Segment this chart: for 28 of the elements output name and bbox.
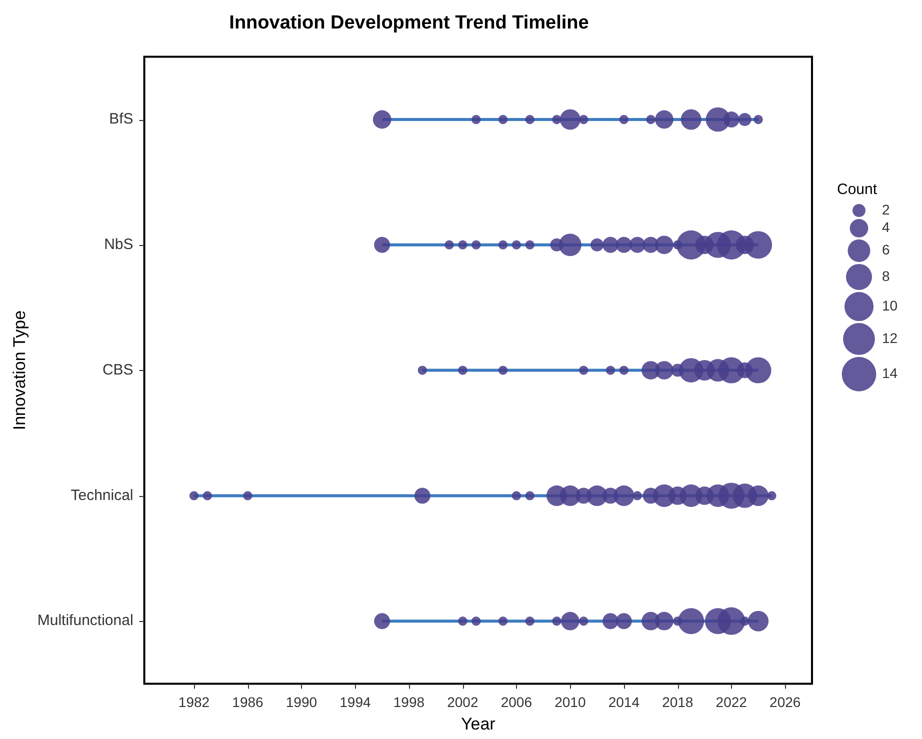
legend-label: 8 <box>882 268 890 284</box>
x-tick-label: 1982 <box>178 694 210 710</box>
x-tick-label: 2002 <box>447 694 478 710</box>
x-tick-label: 2022 <box>716 694 748 710</box>
legend-label: 6 <box>882 242 890 258</box>
legend-label: 12 <box>882 330 898 346</box>
x-tick-label: 2014 <box>608 694 640 710</box>
x-tick-label: 1994 <box>340 694 371 710</box>
y-tick-label: CBS <box>102 361 134 378</box>
y-tick-label: BfS <box>109 110 134 128</box>
y-tick-label: Multifunctional <box>37 612 134 630</box>
y-axis-title: Innovation Type <box>10 310 29 430</box>
x-tick-label: 2010 <box>554 694 586 710</box>
x-tick-label: 1990 <box>286 694 318 710</box>
x-tick-label: 2026 <box>770 694 801 710</box>
legend-label: 14 <box>882 365 898 381</box>
y-tick-label: Technical <box>70 486 134 504</box>
legend-label: 10 <box>882 297 898 314</box>
legend-label: 2 <box>882 201 890 218</box>
chart-title: Innovation Development Trend Timeline <box>229 12 589 34</box>
x-axis-title: Year <box>460 714 496 734</box>
legend-title: Count <box>837 181 878 198</box>
x-tick-label: 2018 <box>662 694 694 710</box>
y-tick-label: NbS <box>104 236 134 254</box>
x-tick-label: 1986 <box>232 694 264 710</box>
x-tick-label: 2006 <box>500 694 532 710</box>
legend-label: 4 <box>882 219 890 236</box>
x-tick-label: 1998 <box>393 694 425 710</box>
